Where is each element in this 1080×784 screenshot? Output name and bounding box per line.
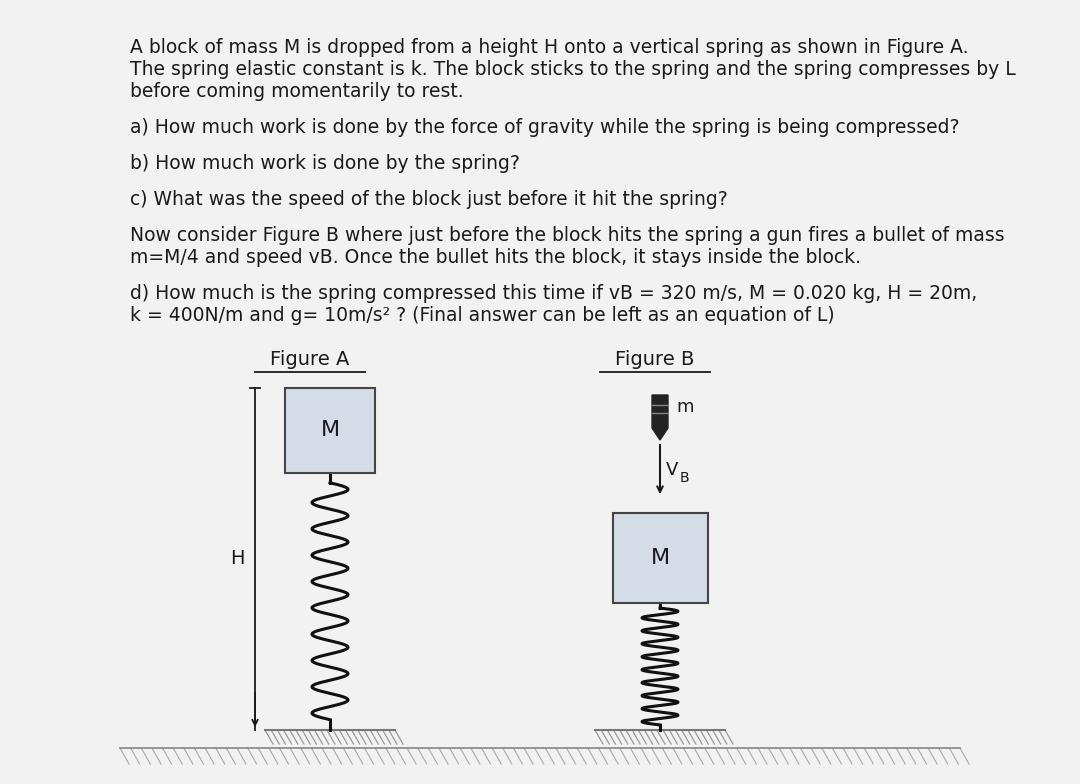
Text: H: H xyxy=(230,550,244,568)
Text: B: B xyxy=(680,471,690,485)
Text: V: V xyxy=(666,461,678,479)
Bar xyxy=(285,387,375,473)
Text: m=M/4 and speed vB. Once the bullet hits the block, it stays inside the block.: m=M/4 and speed vB. Once the bullet hits… xyxy=(130,248,861,267)
Text: Figure B: Figure B xyxy=(616,350,694,369)
Text: m: m xyxy=(676,398,693,416)
Polygon shape xyxy=(652,395,669,440)
Text: before coming momentarily to rest.: before coming momentarily to rest. xyxy=(130,82,463,101)
Text: k = 400N/m and g= 10m/s² ? (Final answer can be left as an equation of L): k = 400N/m and g= 10m/s² ? (Final answer… xyxy=(130,306,835,325)
Text: d) How much is the spring compressed this time if vB = 320 m/s, M = 0.020 kg, H : d) How much is the spring compressed thi… xyxy=(130,284,977,303)
Text: M: M xyxy=(650,548,670,568)
Text: The spring elastic constant is k. The block sticks to the spring and the spring : The spring elastic constant is k. The bl… xyxy=(130,60,1016,79)
Text: A block of mass M is dropped from a height H onto a vertical spring as shown in : A block of mass M is dropped from a heig… xyxy=(130,38,969,57)
Text: a) How much work is done by the force of gravity while the spring is being compr: a) How much work is done by the force of… xyxy=(130,118,959,137)
Text: Now consider Figure B where just before the block hits the spring a gun fires a : Now consider Figure B where just before … xyxy=(130,226,1004,245)
Text: M: M xyxy=(321,420,339,440)
Text: Figure A: Figure A xyxy=(270,350,350,369)
Text: b) How much work is done by the spring?: b) How much work is done by the spring? xyxy=(130,154,519,173)
Bar xyxy=(612,513,707,603)
Text: c) What was the speed of the block just before it hit the spring?: c) What was the speed of the block just … xyxy=(130,190,728,209)
